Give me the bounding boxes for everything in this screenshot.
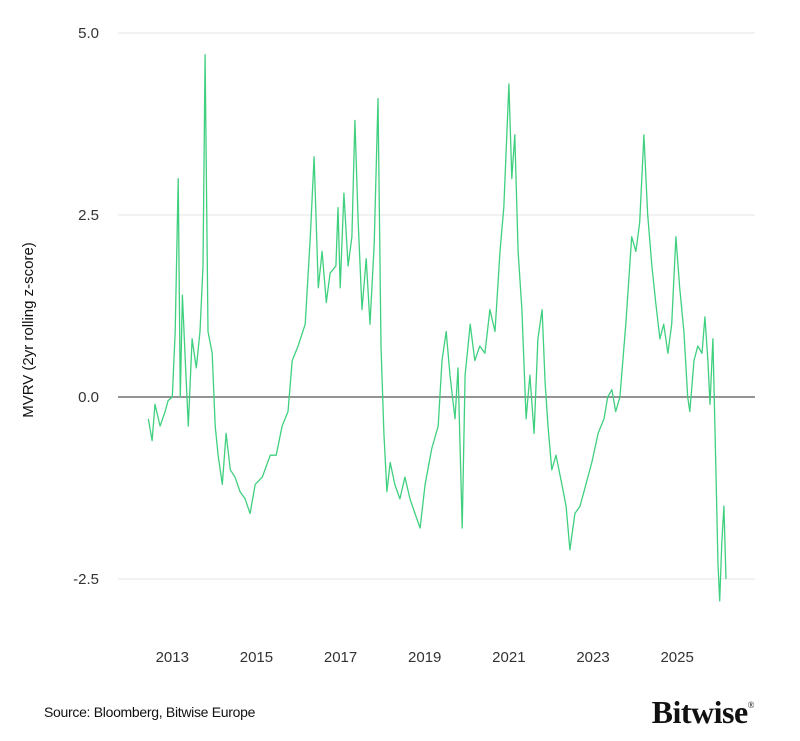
x-tick-label: 2023: [576, 649, 609, 666]
x-tick-label: 2015: [240, 649, 273, 666]
bitwise-logo: Bitwise®: [651, 694, 755, 731]
y-axis-ticks: 5.0 2.5 0.0 -2.5: [73, 25, 99, 588]
y-tick-label: 5.0: [78, 25, 99, 42]
x-tick-label: 2017: [324, 649, 357, 666]
source-note: Source: Bloomberg, Bitwise Europe: [44, 704, 256, 720]
series-line-mvrv: [147, 54, 727, 602]
x-tick-label: 2025: [660, 649, 693, 666]
gridlines: [118, 32, 755, 580]
logo-text: Bitwise: [651, 694, 749, 730]
x-tick-label: 2019: [408, 649, 441, 666]
y-tick-label: 2.5: [78, 207, 99, 224]
x-tick-label: 2013: [156, 649, 189, 666]
x-tick-label: 2021: [492, 649, 525, 666]
x-axis-ticks: 2013 2015 2017 2019 2021 2023 2025: [156, 649, 694, 666]
y-tick-label: -2.5: [73, 571, 99, 588]
registered-mark: ®: [747, 700, 755, 710]
y-axis-label: MVRV (2yr rolling z-score): [20, 242, 37, 418]
y-tick-label: 0.0: [78, 389, 99, 406]
